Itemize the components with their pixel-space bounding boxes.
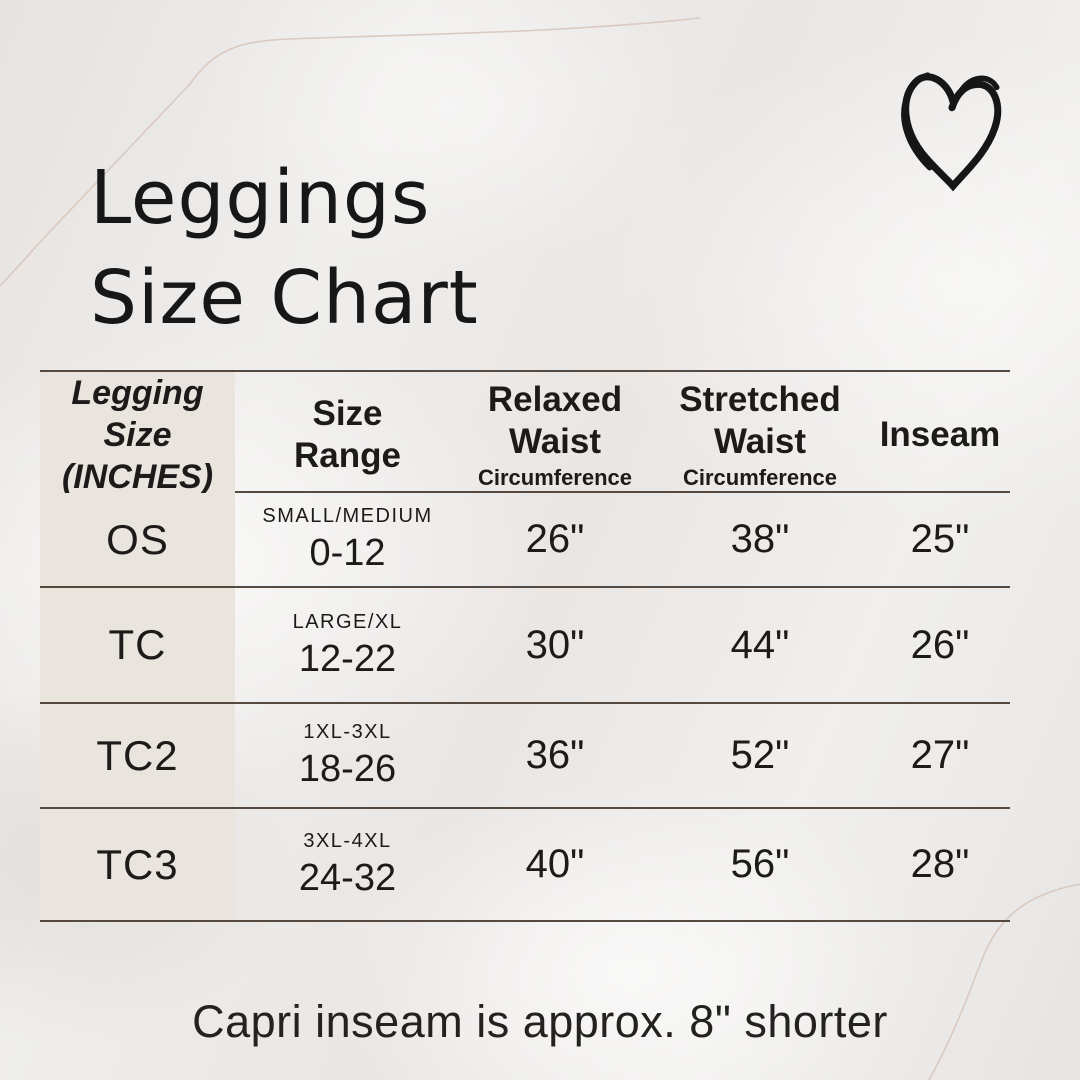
header-stretched-line2: Waist [713,422,807,461]
stretched-waist-cell: 56" [730,842,790,886]
size-range-value: 12-22 [298,637,397,680]
inseam-cell: 26" [910,622,970,667]
header-stretched-waist: Stretched Waist Circumference [650,372,870,498]
relaxed-waist-cell: 40" [525,842,585,886]
size-chart-table: Legging Size (INCHES) Size Range Relaxed… [40,370,1010,922]
size-range-label: 3XL-4XL [303,830,392,852]
stretched-waist-cell: 52" [730,733,790,777]
legging-size-cell: TC2 [40,704,235,807]
stretched-waist-cell: 38" [730,517,790,561]
header-inseam: Inseam [870,372,1010,498]
capri-footnote: Capri inseam is approx. 8" shorter [192,996,888,1047]
size-range-label: SMALL/MEDIUM [262,505,433,527]
legging-size-cell: TC3 [40,809,235,920]
header-relaxed-line3: Circumference [477,465,633,490]
size-range-cell: SMALL/MEDIUM 0-12 [235,493,460,586]
size-range-cell: LARGE/XL 12-22 [235,588,460,702]
size-range-cell: 1XL-3XL 18-26 [235,704,460,807]
relaxed-waist-cell: 36" [525,733,585,777]
inseam-cell: 25" [910,517,970,561]
table-row: OS SMALL/MEDIUM 0-12 26" 38" 25" [40,493,1010,588]
size-range-value: 18-26 [298,748,397,790]
table-header-row: Legging Size (INCHES) Size Range Relaxed… [40,372,1010,498]
header-relaxed-line2: Waist [508,422,602,461]
header-legging-size: Legging Size (INCHES) [40,372,235,498]
header-stretched-line1: Stretched [679,380,841,419]
table-row: TC3 3XL-4XL 24-32 40" 56" 28" [40,809,1010,922]
size-range-value: 0-12 [309,532,386,574]
header-size-range-line1: Size [312,394,383,433]
header-size-range-line2: Range [294,436,401,475]
table-row: TC2 1XL-3XL 18-26 36" 52" 27" [40,704,1010,809]
size-range-label: LARGE/XL [292,610,403,633]
size-range-cell: 3XL-4XL 24-32 [235,809,460,920]
table-row: TC LARGE/XL 12-22 30" 44" 26" [40,588,1010,704]
size-range-label: 1XL-3XL [303,721,392,743]
header-stretched-line3: Circumference [682,465,838,490]
legging-size-cell: TC [40,588,235,702]
inseam-cell: 28" [910,842,970,886]
inseam-cell: 27" [910,733,970,777]
header-relaxed-waist: Relaxed Waist Circumference [460,372,650,498]
legging-size-cell: OS [40,493,235,586]
relaxed-waist-cell: 30" [525,622,585,667]
doodle-heart-icon [901,72,1002,192]
header-legging-size-line2: (INCHES) [61,458,214,496]
header-relaxed-line1: Relaxed [487,380,623,419]
header-legging-size-line1: Legging Size [71,374,204,454]
page-title-line1: Leggings [90,155,431,241]
page-title: Leggings Size Chart [90,148,479,348]
header-size-range: Size Range [235,372,460,498]
stretched-waist-cell: 44" [730,622,790,667]
size-range-value: 24-32 [298,857,397,899]
page-title-line2: Size Chart [90,255,479,341]
header-inseam-line1: Inseam [879,415,1001,454]
relaxed-waist-cell: 26" [525,517,585,561]
